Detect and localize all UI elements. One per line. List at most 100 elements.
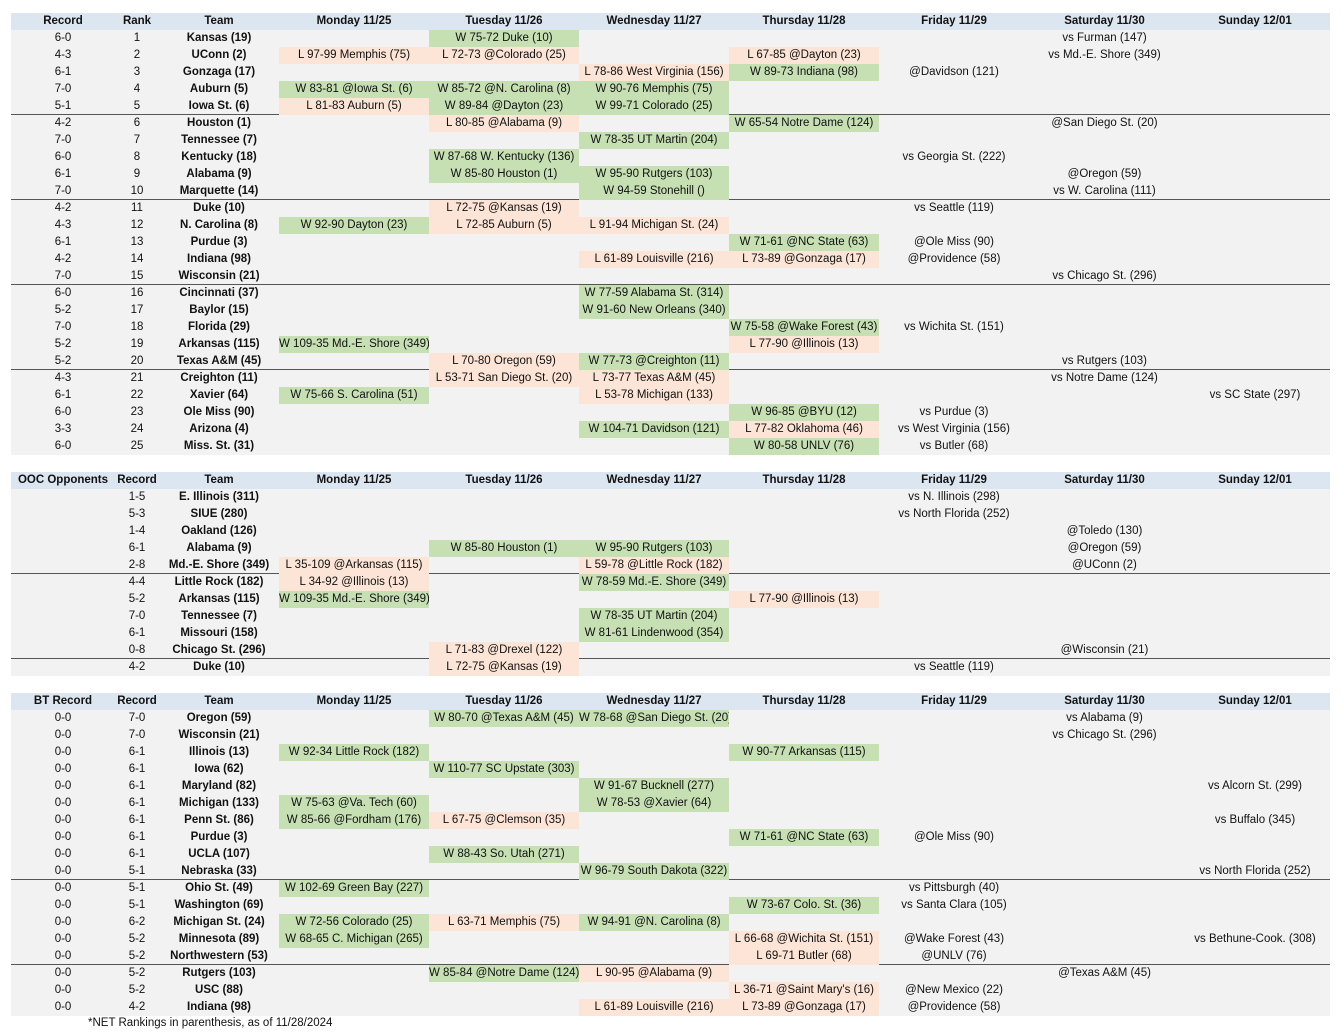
game-cell-thursday — [729, 965, 879, 982]
game-cell-saturday: vs Furman (147) — [1062, 32, 1147, 44]
table-row: 4-2 14 Indiana (98) L 61-89 Louisville (216… — [11, 251, 1330, 268]
game-cell-monday — [279, 540, 429, 557]
game-cell-friday — [879, 302, 1029, 319]
team-cell: Tennessee (7) — [181, 610, 257, 622]
game-cell-monday: L 97-99 Memphis (75) — [279, 47, 429, 64]
game-cell-tuesday: W 85-84 @Notre Dame (124) — [429, 965, 579, 982]
game-cell-tuesday — [429, 404, 579, 421]
game-cell-thursday: L 77-90 @Illinois (13) — [729, 591, 879, 608]
game-cell-friday — [879, 574, 1029, 591]
game-cell-saturday — [1029, 404, 1180, 421]
game-cell-saturday — [1029, 795, 1180, 812]
game-cell-wednesday: W 81-61 Lindenwood (354) — [579, 625, 729, 642]
team-cell: Little Rock (182) — [174, 576, 264, 588]
record-cell: 0-0 — [54, 865, 72, 877]
table-row: 4-3 2 UConn (2) L 97-99 Memphis (75) L 72-73… — [11, 47, 1330, 64]
game-cell-saturday — [1029, 319, 1180, 336]
game-cell-saturday: vs W. Carolina (111) — [1053, 185, 1156, 197]
game-cell-saturday: @Oregon (59) — [1067, 168, 1142, 180]
rank-cell: 6-2 — [128, 916, 146, 928]
rank-cell: 0-8 — [128, 644, 146, 656]
table-row: 6-0 25 Miss. St. (31) W 80-58 UNLV (76) vs B… — [11, 438, 1330, 455]
game-cell-wednesday — [579, 268, 729, 285]
game-cell-sunday — [1180, 914, 1330, 931]
game-cell-sunday: vs Bethune-Cook. (308) — [1194, 933, 1316, 945]
game-cell-thursday — [729, 200, 879, 217]
game-cell-monday — [279, 285, 429, 302]
record-cell: 0-0 — [54, 797, 72, 809]
record-cell: 0-0 — [54, 899, 72, 911]
column-header-sunday: Sunday 12/01 — [1218, 15, 1292, 27]
game-cell-saturday — [1029, 982, 1180, 999]
rank-cell: 20 — [130, 355, 144, 367]
team-cell: Michigan (133) — [179, 797, 259, 809]
game-cell-friday — [879, 642, 1029, 659]
game-cell-monday — [279, 863, 429, 880]
table-row: 6-1 9 Alabama (9) W 85-80 Houston (1) W 95-9… — [11, 166, 1330, 183]
game-cell-saturday — [1029, 897, 1180, 914]
game-cell-saturday — [1029, 914, 1180, 931]
column-header-team: Team — [204, 474, 234, 486]
game-cell-friday: vs Seattle (119) — [914, 661, 994, 673]
game-cell-friday: vs North Florida (252) — [898, 508, 1010, 520]
table-row: 5-3 SIUE (280) vs North Florida (252) — [11, 506, 1330, 523]
game-cell-saturday: vs Alabama (9) — [1066, 712, 1143, 724]
column-header-friday: Friday 11/29 — [921, 695, 987, 707]
game-cell-tuesday — [429, 999, 579, 1016]
game-cell-friday — [879, 710, 1029, 727]
game-cell-saturday — [1029, 336, 1180, 353]
game-cell-thursday — [729, 370, 879, 387]
game-cell-sunday — [1180, 948, 1330, 965]
game-cell-tuesday — [429, 302, 579, 319]
table-row: 5-2 17 Baylor (15) W 91-60 New Orleans (340… — [11, 302, 1330, 319]
team-cell: Missouri (158) — [180, 627, 258, 639]
game-cell-sunday: vs North Florida (252) — [1199, 865, 1311, 877]
record-cell: 4-2 — [54, 202, 72, 214]
table-row: 4-2 6 Houston (1) L 80-85 @Alabama (9) W 65-… — [11, 115, 1330, 132]
game-cell-friday — [879, 965, 1029, 982]
game-cell-monday — [279, 149, 429, 166]
game-cell-monday — [279, 642, 429, 659]
game-cell-friday — [879, 47, 1029, 64]
team-cell: Ole Miss (90) — [183, 406, 255, 418]
game-cell-tuesday — [429, 795, 579, 812]
table-row: 6-1 13 Purdue (3) W 71-61 @NC State (63) @Ol… — [11, 234, 1330, 251]
game-cell-thursday: W 71-61 @NC State (63) — [729, 829, 879, 846]
game-cell-friday — [879, 557, 1029, 574]
game-cell-monday — [279, 710, 429, 727]
game-cell-monday — [279, 965, 429, 982]
game-cell-wednesday: L 73-77 Texas A&M (45) — [579, 370, 729, 387]
table-row: 0-0 5-2 Rutgers (103) W 85-84 @Notre Dame (… — [11, 965, 1330, 982]
column-header-wednesday: Wednesday 11/27 — [606, 474, 702, 486]
table-row: 6-1 Missouri (158) W 81-61 Lindenwood (354… — [11, 625, 1330, 642]
team-cell: Iowa St. (6) — [188, 100, 250, 112]
game-cell-saturday — [1029, 302, 1180, 319]
game-cell-tuesday: L 72-75 @Kansas (19) — [429, 200, 579, 217]
game-cell-friday — [879, 914, 1029, 931]
game-cell-wednesday: W 78-68 @San Diego St. (20) — [579, 710, 729, 727]
game-cell-monday — [279, 608, 429, 625]
game-cell-sunday — [1180, 710, 1330, 727]
table-row: 5-2 19 Arkansas (115) W 109-35 Md.-E. Shore… — [11, 336, 1330, 353]
record-cell: 7-0 — [54, 185, 72, 197]
game-cell-tuesday — [429, 234, 579, 251]
game-cell-saturday — [1029, 659, 1180, 676]
game-cell-monday: W 85-66 @Fordham (176) — [279, 812, 429, 829]
game-cell-thursday: L 36-71 @Saint Mary's (16) — [729, 982, 879, 999]
column-header-monday: Monday 11/25 — [316, 695, 392, 707]
table-row: 0-0 5-1 Nebraska (33) W 96-79 South Dakota … — [11, 863, 1330, 880]
game-cell-sunday — [1180, 234, 1330, 251]
column-header-record: Record — [43, 15, 83, 27]
record-cell: 6-0 — [54, 32, 72, 44]
table-row: 0-0 6-1 Penn St. (86) W 85-66 @Fordham (176… — [11, 812, 1330, 829]
game-cell-monday — [279, 846, 429, 863]
game-cell-sunday — [1180, 557, 1330, 574]
table-row: 6-0 1 Kansas (19) W 75-72 Duke (10) vs Furma… — [11, 30, 1330, 47]
game-cell-sunday — [1180, 421, 1330, 438]
game-cell-thursday: W 73-67 Colo. St. (36) — [729, 897, 879, 914]
team-cell: Wisconsin (21) — [178, 729, 260, 741]
game-cell-thursday — [729, 795, 879, 812]
game-cell-friday: vs N. Illinois (298) — [908, 491, 1000, 503]
table-row: 0-0 5-2 Northwestern (53) L 69-71 Butler (6… — [11, 948, 1330, 965]
game-cell-friday: vs Butler (68) — [919, 440, 989, 452]
